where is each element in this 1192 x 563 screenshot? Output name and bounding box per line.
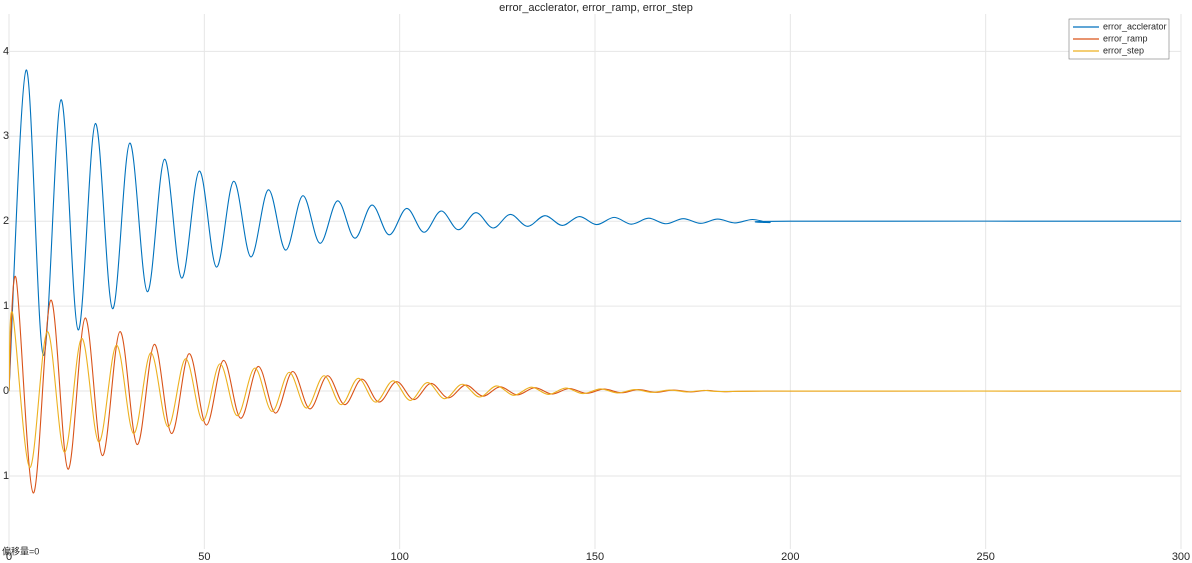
y-tick-label: 4 <box>3 45 9 57</box>
legend-label: error_step <box>1103 45 1144 55</box>
annotation: 偏移量=0 <box>2 545 39 556</box>
y-tick-label: 1 <box>3 300 9 312</box>
x-tick-label: 150 <box>586 551 604 563</box>
x-tick-label: 300 <box>1172 551 1190 563</box>
line-series <box>9 311 1181 469</box>
x-tick-label: 250 <box>976 551 994 563</box>
legend-label: error_acclerator <box>1103 21 1167 31</box>
y-tick-label: 1 <box>3 470 9 482</box>
y-tick-label: 0 <box>3 385 9 397</box>
x-tick-label: 0 <box>6 551 12 563</box>
legend-label: error_ramp <box>1103 33 1148 43</box>
y-tick-label: 3 <box>3 130 9 142</box>
y-tick-label: 2 <box>3 215 9 227</box>
x-tick-label: 50 <box>198 551 210 563</box>
x-tick-label: 200 <box>781 551 799 563</box>
x-tick-label: 100 <box>390 551 408 563</box>
chart-title: error_acclerator, error_ramp, error_step <box>499 2 693 14</box>
line-series <box>9 69 1181 392</box>
